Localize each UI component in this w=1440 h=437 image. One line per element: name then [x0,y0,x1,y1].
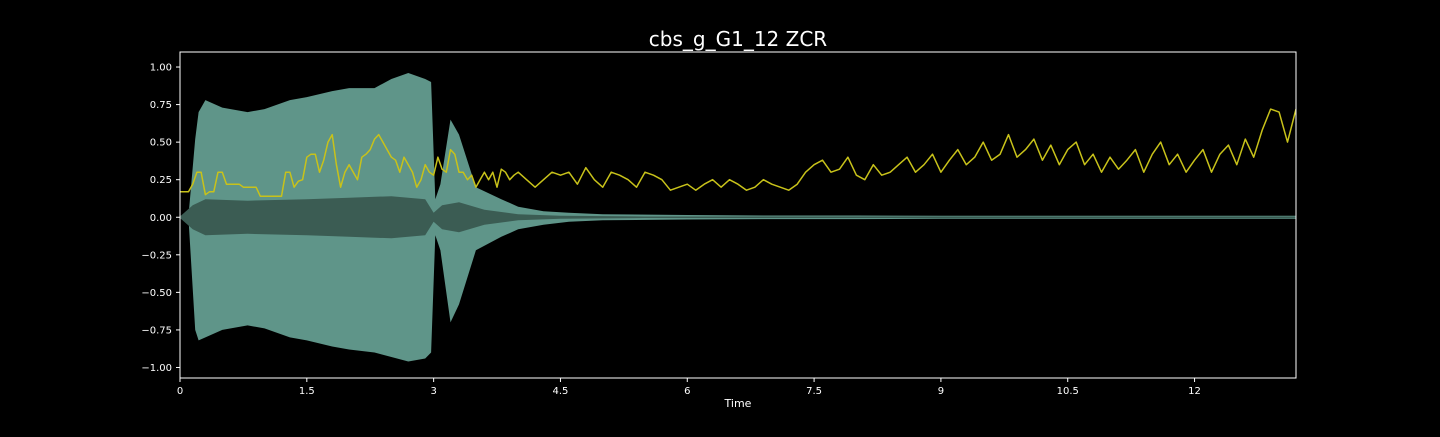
zcr-line [180,108,1296,197]
y-tick-label: −1.00 [141,363,172,374]
y-tick-label: 0.75 [150,100,172,111]
y-tick-label: 0.00 [150,213,172,224]
chart-title: cbs_g_G1_12 ZCR [649,27,828,51]
x-tick-label: 0 [177,386,183,397]
x-tick-label: 7.5 [806,386,822,397]
y-tick-label: 0.50 [150,138,172,149]
plot-area [180,73,1296,362]
y-tick-label: 1.00 [150,63,172,74]
y-tick-label: −0.25 [141,250,172,261]
y-tick-label: −0.50 [141,288,172,299]
x-axis-label: Time [724,397,752,410]
x-tick-label: 10.5 [1057,386,1079,397]
x-axis: 0 1.5 3 4.5 6 7.5 9 10.5 12 [177,378,1201,397]
y-axis: 1.00 0.75 0.50 0.25 0.00 −0.25 −0.50 −0.75 −1.00 [141,63,180,374]
y-tick-label: −0.75 [141,325,172,336]
x-tick-label: 12 [1188,386,1201,397]
x-tick-label: 4.5 [553,386,569,397]
y-tick-label: 0.25 [150,175,172,186]
waveform-core [180,196,1296,239]
x-tick-label: 3 [430,386,436,397]
x-tick-label: 1.5 [299,386,315,397]
x-tick-label: 9 [938,386,944,397]
axes-frame [179,51,1297,379]
x-tick-label: 6 [684,386,690,397]
